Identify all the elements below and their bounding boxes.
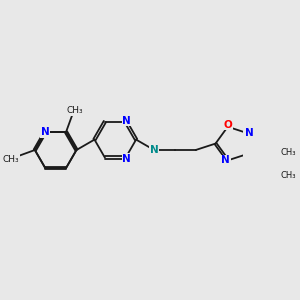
Text: N: N — [41, 127, 50, 137]
Text: O: O — [224, 120, 232, 130]
Text: N: N — [221, 155, 230, 165]
Text: N: N — [122, 116, 131, 125]
Text: H: H — [150, 148, 158, 158]
Text: N: N — [150, 145, 158, 155]
Text: N: N — [122, 154, 131, 164]
Text: CH₃: CH₃ — [281, 148, 296, 158]
Text: CH₃: CH₃ — [67, 106, 84, 115]
Text: N: N — [245, 128, 254, 138]
Text: CH₃: CH₃ — [281, 171, 296, 180]
Text: CH₃: CH₃ — [3, 155, 20, 164]
